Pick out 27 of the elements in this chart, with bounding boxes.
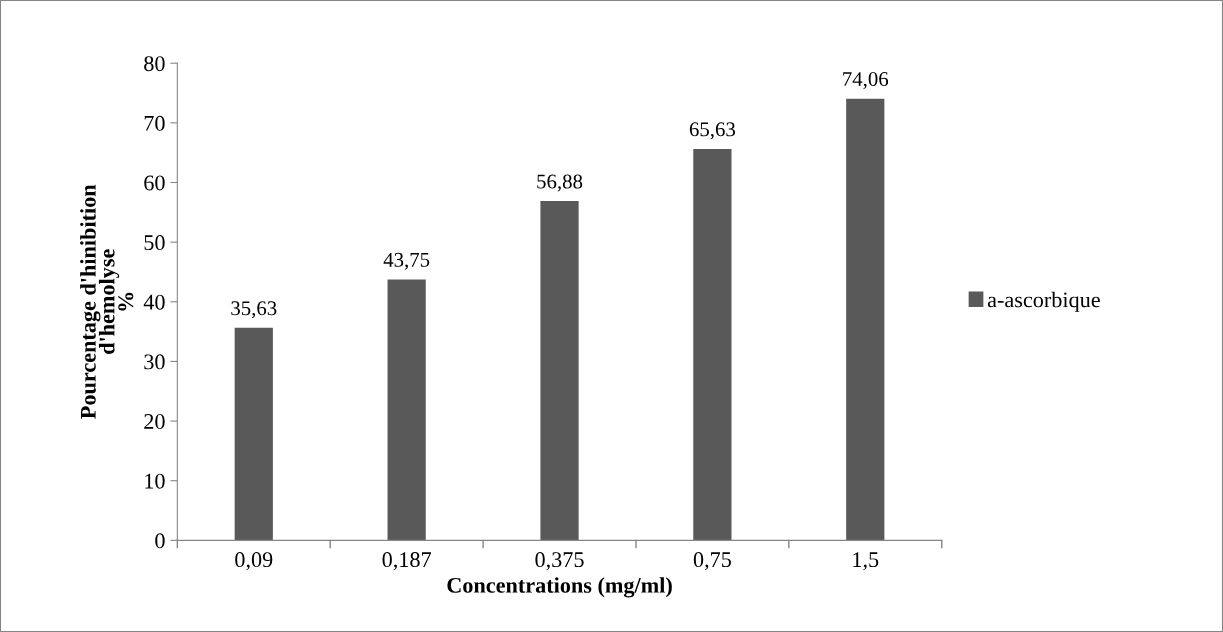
x-tick-label: 0,375	[535, 552, 584, 571]
y-tick-label: 30	[144, 354, 165, 370]
data-label: 35,63	[231, 301, 277, 319]
x-tick-label: 0,187	[382, 552, 432, 571]
bar	[387, 279, 426, 541]
y-tick-label: 70	[144, 115, 165, 131]
bar	[540, 201, 579, 541]
y-tick-label: 40	[143, 294, 165, 310]
data-label: 56,88	[537, 174, 583, 192]
y-tick-label: 10	[145, 473, 165, 489]
legend-label: a-ascorbique	[987, 291, 1100, 312]
y-tick-label: 20	[144, 414, 165, 429]
y-axis-title: Pourcentage d'hinibition d'hemolyse %	[80, 184, 134, 419]
x-tick-label: 1,5	[853, 552, 879, 571]
bar	[846, 98, 885, 541]
y-tick-label: 80	[144, 56, 165, 72]
x-tick-label: 0,09	[235, 552, 273, 571]
y-tick-label: 50	[144, 235, 165, 251]
data-label: 74,06	[843, 72, 889, 90]
data-label: 65,63	[689, 122, 736, 140]
y-tick-label: 0	[155, 533, 165, 549]
x-axis-title: Concentrations (mg/ml)	[447, 577, 672, 598]
bar	[693, 148, 732, 541]
x-tick-label: 0,75	[693, 552, 731, 571]
y-tick-label: 60	[144, 175, 165, 191]
data-label: 43,75	[383, 252, 430, 270]
bar	[234, 327, 273, 541]
